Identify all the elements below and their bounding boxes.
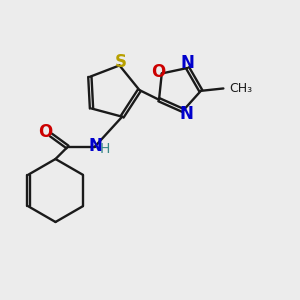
Text: N: N — [88, 137, 102, 155]
Text: S: S — [115, 53, 127, 71]
Text: CH₃: CH₃ — [229, 82, 252, 95]
Text: O: O — [151, 63, 165, 81]
Text: H: H — [100, 142, 110, 156]
Text: N: N — [181, 54, 195, 72]
Text: O: O — [38, 123, 52, 141]
Text: N: N — [179, 104, 193, 122]
